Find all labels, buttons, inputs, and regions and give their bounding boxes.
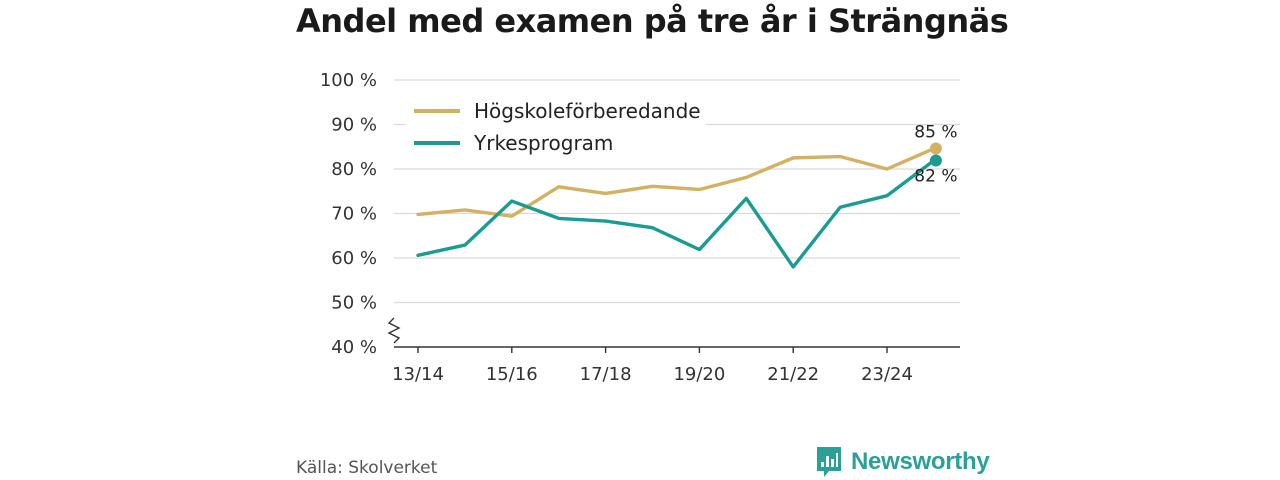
end-label-0: 85 % — [914, 123, 957, 143]
chart-title: Andel med examen på tre år i Strängnäs — [296, 2, 1009, 40]
series-end-point-0 — [929, 142, 942, 155]
x-tick-label: 19/20 — [673, 364, 725, 385]
source-note: Källa: Skolverket — [296, 458, 438, 478]
y-tick-label: 50 % — [331, 293, 377, 314]
y-axis-break — [387, 317, 401, 344]
y-tick-label: 100 % — [320, 70, 377, 91]
x-tick-label: 23/24 — [861, 364, 913, 385]
x-tick-label: 13/14 — [392, 364, 444, 385]
y-axis-ticks: 40 % 50 % 60 % 70 % 80 % 90 % 100 % — [320, 70, 401, 358]
series-line-0 — [416, 146, 936, 218]
series-lines — [416, 142, 942, 269]
brand-name: Newsworthy — [851, 448, 990, 475]
end-labels: 85 % 82 % — [914, 123, 957, 187]
y-tick-label: 60 % — [331, 248, 377, 269]
series-end-point-1 — [929, 154, 942, 167]
brand-logo[interactable]: Newsworthy — [815, 445, 990, 479]
x-tick-label: 21/22 — [767, 364, 819, 385]
y-tick-label: 90 % — [331, 115, 377, 136]
legend-background — [406, 96, 706, 160]
x-tick-label: 15/16 — [486, 364, 538, 385]
series-line-1 — [416, 158, 936, 269]
newsworthy-logo-icon — [817, 447, 841, 477]
y-tick-label: 70 % — [331, 204, 377, 225]
legend-label-0: Högskoleförberedande — [474, 99, 701, 123]
x-axis: 13/14 15/16 17/18 19/20 21/22 23/24 — [392, 346, 960, 385]
y-tick-label: 80 % — [331, 159, 377, 180]
end-label-1: 82 % — [914, 167, 957, 187]
x-tick-label: 17/18 — [580, 364, 632, 385]
y-tick-label: 40 % — [331, 337, 377, 358]
legend-label-1: Yrkesprogram — [473, 131, 613, 155]
legend: Högskoleförberedande Yrkesprogram — [406, 96, 706, 160]
